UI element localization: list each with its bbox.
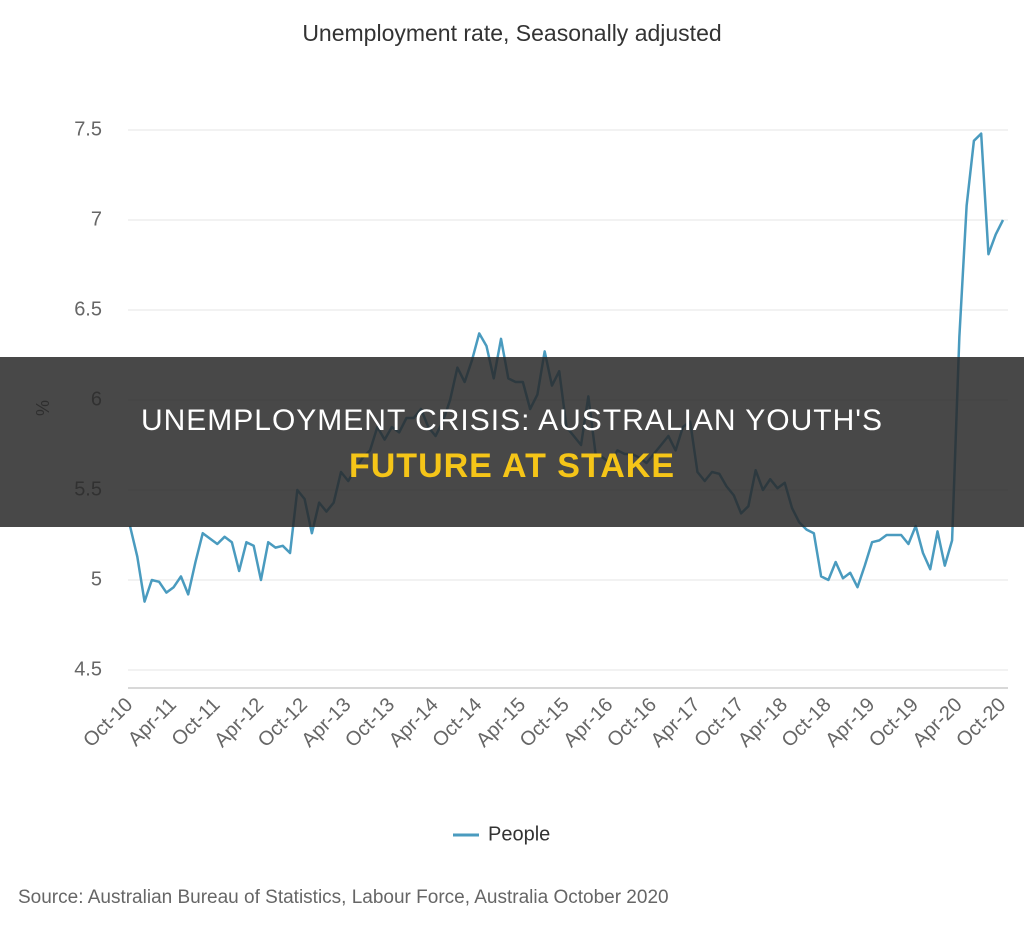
x-tick-label: Oct-20 <box>952 694 1010 752</box>
overlay-band <box>0 357 1024 527</box>
overlay-subtitle: FUTURE AT STAKE <box>349 447 675 485</box>
source-note: Source: Australian Bureau of Statistics,… <box>18 887 669 908</box>
chart-title: Unemployment rate, Seasonally adjusted <box>302 20 721 46</box>
y-tick-label: 7.5 <box>74 118 102 140</box>
overlay-title: UNEMPLOYMENT CRISIS: AUSTRALIAN YOUTH'S <box>141 404 883 437</box>
legend-label: People <box>488 823 550 845</box>
y-tick-label: 4.5 <box>74 658 102 680</box>
x-tick-label: Apr-11 <box>124 694 181 751</box>
y-tick-label: 6.5 <box>74 298 102 320</box>
x-tick-label: Oct-10 <box>79 694 137 752</box>
y-tick-label: 7 <box>91 208 102 230</box>
y-tick-label: 5 <box>91 568 102 590</box>
